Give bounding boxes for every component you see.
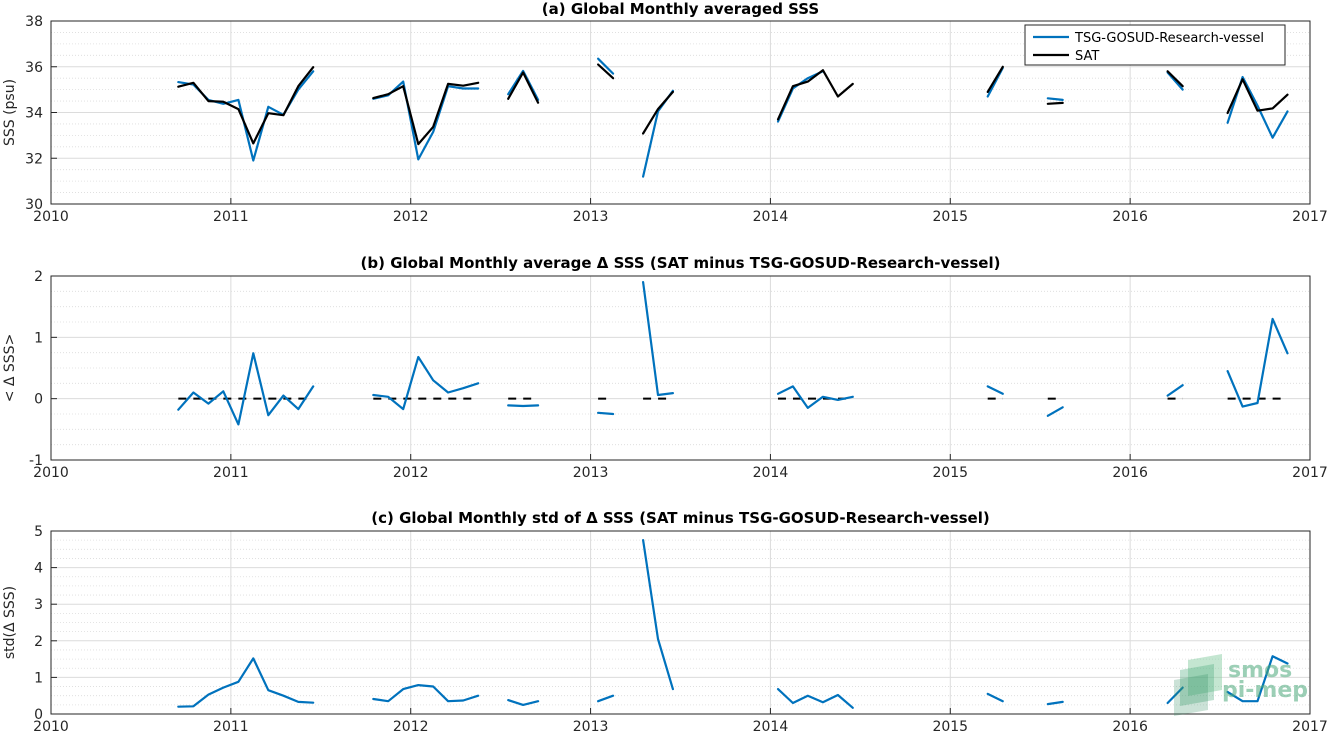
x-tick-label: 2017 — [1292, 719, 1328, 735]
x-tick-label: 2011 — [213, 465, 249, 481]
y-tick-label: 34 — [25, 106, 43, 122]
x-tick-label: 2015 — [932, 209, 968, 225]
series-line-delta-sss — [177, 657, 315, 708]
logo-shape — [1188, 654, 1222, 696]
chart-title: (b) Global Monthly average Δ SSS (SAT mi… — [361, 254, 1001, 272]
x-tick-label: 2016 — [1112, 719, 1148, 735]
series-line-sat — [642, 90, 674, 135]
plot-area — [51, 276, 1310, 460]
series-line-tsg-gosud-research-vessel — [597, 57, 615, 75]
y-axis-label: < Δ SSS> — [2, 334, 18, 403]
x-tick-label: 2016 — [1112, 209, 1148, 225]
chart-title: (c) Global Monthly std of Δ SSS (SAT min… — [371, 509, 989, 527]
legend-entry: SAT — [1075, 49, 1099, 64]
series-line-delta-sss — [1226, 655, 1289, 703]
legend-box — [1024, 24, 1286, 66]
chart-title: (a) Global Monthly averaged SSS — [542, 0, 819, 18]
x-tick-label: 2014 — [753, 719, 789, 735]
x-tick-label: 2015 — [932, 719, 968, 735]
series-line-delta-sss — [1166, 686, 1184, 705]
y-axis-label: std(Δ SSS) — [2, 586, 18, 659]
x-tick-label: 2012 — [393, 719, 429, 735]
x-tick-label: 2012 — [393, 209, 429, 225]
panel-c: 2010 2011 2012 2013 2014 2015 2016 2017 0 1 2 3 4 5 (c… — [2, 509, 1328, 735]
axes-frame — [50, 275, 1311, 461]
series-line-delta-sss — [597, 694, 615, 703]
y-tick-label: 2 — [34, 269, 43, 285]
series-line-sat — [776, 69, 854, 121]
axes-frame — [50, 530, 1311, 715]
series-line-delta-sss — [1046, 406, 1064, 417]
x-tick-label: 2013 — [573, 719, 609, 735]
series-line-sat — [1166, 70, 1184, 88]
x-tick-label: 2011 — [213, 209, 249, 225]
x-tick-label: 2012 — [393, 465, 429, 481]
x-tick-label: 2011 — [213, 719, 249, 735]
x-tick-label: 2013 — [573, 465, 609, 481]
y-tick-label: 1 — [34, 330, 43, 346]
legend-entry: TSG-GOSUD-Research-vessel — [1074, 31, 1264, 46]
logo-text: smos — [1228, 658, 1292, 683]
y-tick-label: 32 — [25, 151, 43, 167]
x-tick-label: 2010 — [33, 719, 69, 735]
series-line-delta-sss — [642, 539, 674, 691]
y-tick-label: 38 — [25, 14, 43, 30]
logo-shape — [1174, 674, 1208, 716]
series-line-delta-sss — [776, 385, 854, 409]
series-line-sat — [177, 66, 315, 145]
series-line-sat — [597, 63, 615, 80]
series-line-delta-sss — [177, 352, 315, 426]
x-tick-label: 2014 — [753, 209, 789, 225]
x-tick-label: 2015 — [932, 465, 968, 481]
y-tick-label: 0 — [34, 392, 43, 408]
y-tick-label: 36 — [25, 60, 43, 76]
x-tick-label: 2010 — [33, 465, 69, 481]
series-line-delta-sss — [507, 699, 540, 706]
y-tick-label: 1 — [34, 670, 43, 686]
x-tick-label: 2010 — [33, 209, 69, 225]
y-tick-label: 3 — [34, 597, 43, 613]
series-line-sat — [1226, 78, 1289, 115]
plot-area — [51, 531, 1310, 714]
series-line-tsg-gosud-research-vessel — [1046, 97, 1064, 101]
logo-text: pi-mep — [1222, 678, 1308, 703]
series-line-delta-sss — [1166, 384, 1184, 397]
x-tick-label: 2014 — [753, 465, 789, 481]
x-tick-label: 2013 — [573, 209, 609, 225]
y-tick-label: -1 — [29, 453, 43, 469]
series-line-delta-sss — [776, 688, 854, 709]
y-tick-label: 0 — [34, 707, 43, 723]
panel-b: 2010 2011 2012 2013 2014 2015 2016 2017 -1 0 1 2 (b)… — [2, 254, 1328, 481]
series-line-delta-sss — [1226, 317, 1289, 408]
y-tick-label: 4 — [34, 561, 43, 577]
logo-shape — [1180, 664, 1214, 706]
series-line-sat — [1046, 101, 1064, 105]
y-tick-label: 5 — [34, 524, 43, 540]
series-line-delta-sss — [642, 281, 674, 397]
y-tick-label: 2 — [34, 634, 43, 650]
y-axis-label: SSS (psu) — [2, 79, 18, 146]
series-line-delta-sss — [986, 385, 1004, 395]
series-line-delta-sss — [986, 692, 1004, 703]
series-line-delta-sss — [372, 355, 480, 411]
y-tick-label: 30 — [25, 197, 43, 213]
x-tick-label: 2017 — [1292, 465, 1328, 481]
x-tick-label: 2016 — [1112, 465, 1148, 481]
panel-a: 2010 2011 2012 2013 2014 2015 2016 2017 30 32 34 36… — [2, 0, 1328, 225]
legend: TSG-GOSUD-Research-vessel SAT — [1024, 24, 1286, 66]
series-line-tsg-gosud-research-vessel — [1166, 71, 1184, 91]
x-tick-label: 2017 — [1292, 209, 1328, 225]
series-line-delta-sss — [597, 411, 615, 416]
series-line-sat — [986, 65, 1004, 93]
series-line-delta-sss — [372, 684, 480, 703]
series-line-sat — [507, 71, 540, 104]
series-line-delta-sss — [1046, 700, 1064, 706]
series-line-delta-sss — [507, 404, 540, 408]
series-line-sat — [372, 81, 480, 146]
